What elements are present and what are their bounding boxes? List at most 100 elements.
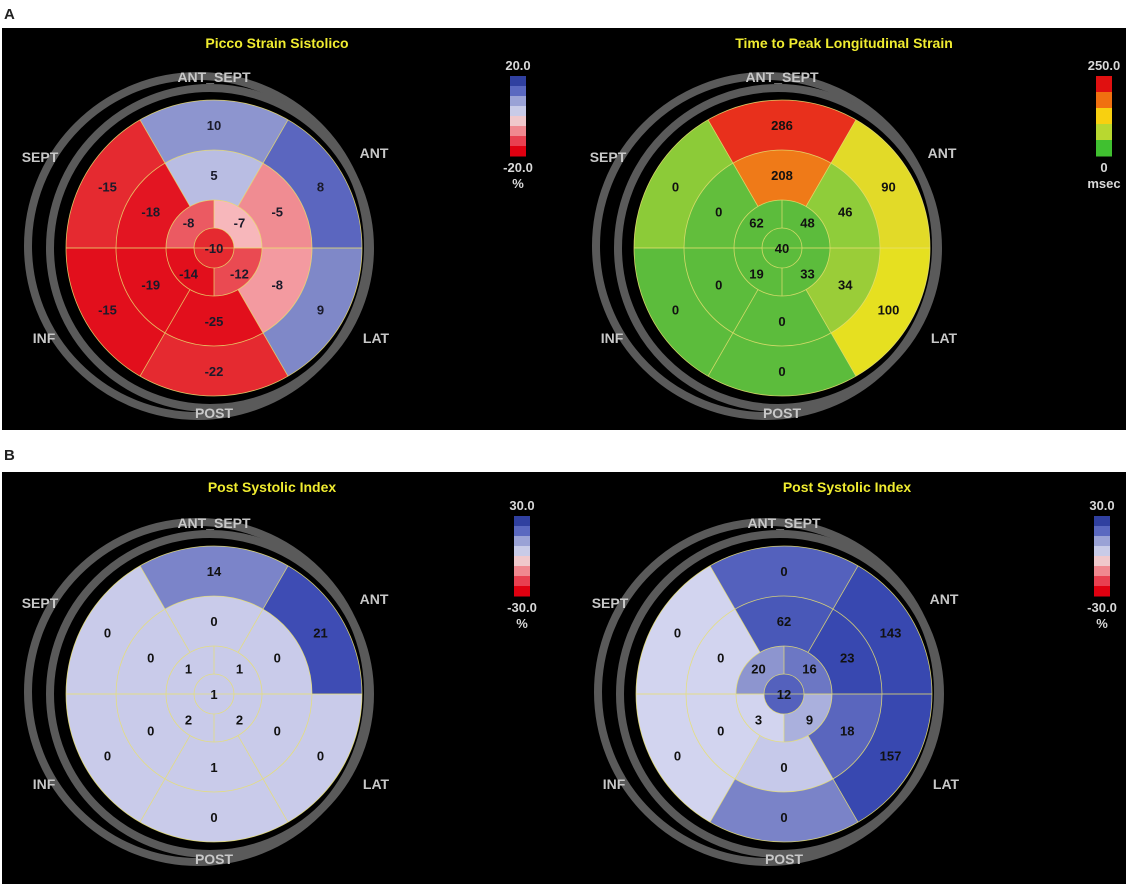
segment-value-mid: 62	[777, 614, 791, 629]
color-scale-segment	[1094, 586, 1110, 597]
segment-mid	[238, 163, 312, 248]
segment-value-mid: 23	[840, 651, 854, 666]
segment-value-basal: 143	[880, 626, 902, 641]
segment-basal	[263, 694, 362, 823]
color-scale-segment	[1096, 92, 1112, 109]
segment-basal	[140, 546, 288, 610]
segment-mid	[686, 694, 760, 779]
segment-mid	[238, 694, 312, 779]
segment-mid	[165, 596, 263, 653]
segment-mid	[238, 248, 312, 333]
segment-value-apical: 48	[800, 216, 814, 231]
segment-apical	[736, 646, 784, 694]
panel-a: Picco Strain Sistolico 10 8 9 -22 -15 -15 5 -5 -8…	[2, 28, 1126, 430]
segment-value-basal: 286	[771, 118, 793, 133]
segment-value-mid: 0	[778, 314, 785, 329]
color-scale-segment	[514, 526, 530, 537]
color-scale-segment	[514, 556, 530, 567]
direction-label-post: POST	[765, 851, 804, 867]
segment-value-basal: 0	[780, 810, 787, 825]
segment-value-basal: -15	[98, 180, 117, 195]
direction-label-sept: SEPT	[590, 149, 627, 165]
segment-apical	[782, 200, 830, 248]
segment-value-apical: -12	[230, 266, 249, 281]
segment-value-mid: 0	[780, 760, 787, 775]
segment-value-basal: 0	[104, 749, 111, 764]
segment-value-basal: 0	[104, 626, 111, 641]
segment-value-mid: 34	[838, 278, 853, 293]
segment-value-apex: 12	[777, 687, 791, 702]
segment-basal	[634, 248, 733, 377]
segment-apical	[166, 200, 214, 248]
color-scale-segment	[514, 586, 530, 597]
outer-ring	[46, 530, 374, 858]
scale-unit: %	[512, 176, 524, 191]
segment-value-basal: 14	[207, 564, 222, 579]
segment-mid	[165, 735, 263, 792]
direction-label-inf: INF	[33, 776, 56, 792]
scale-top-value: 20.0	[505, 58, 530, 73]
segment-basal	[66, 248, 165, 377]
color-scale-segment	[1094, 566, 1110, 577]
segment-basal	[263, 248, 362, 377]
segment-mid	[238, 609, 312, 694]
segment-basal	[140, 332, 288, 396]
segment-value-mid: 0	[147, 724, 154, 739]
scale-top-value: 30.0	[1089, 498, 1114, 513]
color-scale-segment	[1096, 140, 1112, 157]
segment-value-apex: 40	[775, 241, 789, 256]
segment-mid	[735, 735, 833, 792]
segment-basal	[636, 694, 735, 823]
segment-apical	[784, 694, 832, 742]
segment-apical	[214, 200, 262, 248]
panel-label-b: B	[4, 447, 15, 464]
segment-apical	[736, 694, 784, 742]
outer-ring	[46, 84, 374, 412]
segment-grid	[65, 99, 363, 397]
scale-unit: msec	[1087, 176, 1120, 191]
direction-label-inf: INF	[33, 330, 56, 346]
segment-value-basal: 90	[881, 180, 895, 195]
segment-value-mid: 0	[274, 651, 281, 666]
scale-bottom-value: -20.0	[503, 160, 533, 175]
color-scale-segment	[1094, 536, 1110, 547]
color-scale-segment	[510, 136, 526, 147]
segment-value-apical: 33	[800, 266, 814, 281]
color-scale-segment	[510, 146, 526, 157]
plot-title: Post Systolic Index	[208, 479, 337, 495]
segment-value-apical: 3	[755, 712, 762, 727]
segment-value-apical: 2	[185, 712, 192, 727]
color-scale-segment	[514, 516, 530, 527]
segment-apical	[214, 694, 262, 742]
segment-value-mid: 5	[210, 168, 217, 183]
segment-value-mid: 0	[715, 278, 722, 293]
direction-label-ant: ANT	[928, 145, 957, 161]
segment-mid	[165, 289, 263, 346]
segment-basal	[140, 778, 288, 842]
direction-label-post: POST	[195, 851, 234, 867]
segment-mid	[684, 248, 758, 333]
color-scale-segment	[510, 76, 526, 87]
color-scale-segment	[510, 106, 526, 117]
segment-value-basal: 0	[780, 564, 787, 579]
segment-basal	[66, 565, 165, 694]
segment-value-mid: 208	[771, 168, 793, 183]
segment-mid	[116, 694, 190, 779]
color-scale-segment	[1094, 526, 1110, 537]
segment-value-apex: 1	[210, 687, 217, 702]
segment-apical	[166, 646, 214, 694]
segment-value-basal: 157	[880, 749, 902, 764]
segment-mid	[733, 289, 831, 346]
direction-label-ant-sept: ANT_SEPT	[177, 69, 251, 85]
segment-basal	[710, 778, 858, 842]
segment-apical	[166, 694, 214, 742]
segment-basal	[66, 119, 165, 248]
segment-apical	[784, 646, 832, 694]
segment-value-apical: 1	[185, 662, 192, 677]
segment-value-mid: 46	[838, 205, 852, 220]
color-scale-segment	[514, 576, 530, 587]
panel-a-svg: Picco Strain Sistolico 10 8 9 -22 -15 -15 5 -5 -8…	[22, 35, 1121, 421]
plot-title: Picco Strain Sistolico	[205, 35, 348, 51]
segment-value-basal: 100	[878, 303, 900, 318]
direction-label-ant: ANT	[360, 145, 389, 161]
